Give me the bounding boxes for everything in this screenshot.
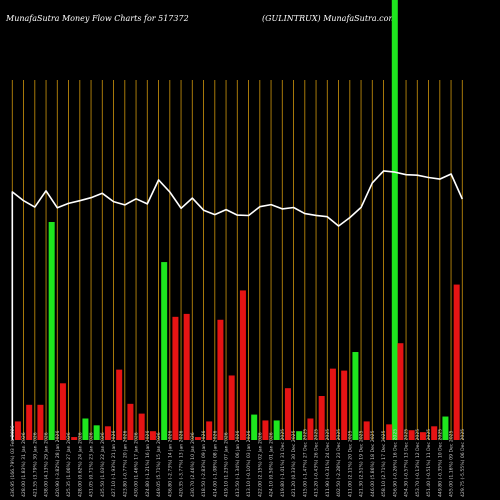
x-tick-label: 436.80 (-2.73%) 14 Jan 2026 <box>167 431 173 497</box>
price-line <box>11 170 464 440</box>
x-tick-label: 415.00 (-1.47%) 27 Dec 2025 <box>302 429 308 497</box>
flow-bar <box>408 430 415 440</box>
flow-bar <box>363 421 370 440</box>
x-tick-label: 449.80 (-0.35%) 10 Dec 2025 <box>437 429 443 497</box>
x-tick-label: 413.50 (-1.34%) 06 Jan 2026 <box>235 431 241 497</box>
flow-bar <box>194 437 201 440</box>
x-tick-label: 421.55 (3.79%) 30 Jan 2026 <box>32 432 38 497</box>
flow-bar <box>37 404 44 440</box>
flow-bar <box>262 420 269 440</box>
flow-bar <box>239 290 246 440</box>
flow-bar <box>386 424 393 440</box>
x-tick-label: 455.00 (1.16%) 09 Dec 2025 <box>449 430 455 497</box>
x-tick-label: 422.00 (2.15%) 02 Jan 2026 <box>257 432 263 497</box>
x-tick-label: 411.00 (2.11%) 20 Dec 2025 <box>347 430 353 497</box>
x-tick-label: 428.00 (1.83%) 31 Jan 2026 <box>21 432 27 497</box>
flow-bar <box>48 222 55 440</box>
flow-bar <box>341 370 348 440</box>
x-tick-label: 421.20 (0.33%) 30 Dec 2025 <box>291 430 297 497</box>
highlight-bar <box>391 0 398 440</box>
x-tick-label: 453.70 (-0.13%) 12 Dec 2025 <box>415 429 421 497</box>
flow-bar <box>273 420 280 440</box>
x-tick-label: 411.90 (-0.31%) 24 Dec 2025 <box>325 429 331 497</box>
flow-bar <box>318 396 325 440</box>
x-tick-label: 429.75 (-5.55%) 06 Dec 2025 <box>460 429 466 497</box>
x-tick-label: 454.30 (-0.57%) 13 Dec 2025 <box>404 429 410 497</box>
x-tick-label: 449.05 (5.71%) 15 Jan 2026 <box>156 432 162 497</box>
x-tick-label: 419.80 (-1.01%) 31 Dec 2025 <box>280 429 286 497</box>
site-name: (GULINTRUX) MunafaSutra.com <box>262 14 397 23</box>
flow-bar <box>431 426 438 440</box>
x-tick-label: 420.35 (-3.77%) 13 Jan 2026 <box>179 431 185 497</box>
x-tick-label: 446.00 (5.86%) 18 Dec 2025 <box>370 430 376 497</box>
x-tick-label: 419.10 (1.23%) 07 Jan 2026 <box>224 432 230 497</box>
flow-bar <box>352 352 359 440</box>
flow-bar <box>82 418 89 440</box>
x-tick-label: 430.00 (1.46%) 17 Jan 2026 <box>134 432 140 497</box>
x-tick-label: 413.10 (-0.10%) 03 Jan 2026 <box>246 431 252 497</box>
x-tick-label: 438.00 (4.13%) 29 Jan 2026 <box>44 432 50 497</box>
x-tick-label: 423.80 (-0.77%) 20 Jan 2026 <box>122 431 128 497</box>
flow-bar <box>104 426 111 440</box>
flow-bar <box>161 262 168 440</box>
flow-bar <box>14 421 21 440</box>
highlight <box>391 0 398 440</box>
x-tick-label: 456.90 (-0.26%) 16 Dec 2025 <box>392 429 398 497</box>
flow-bar <box>251 414 258 440</box>
x-tick-label: 413.20 (-0.43%) 26 Dec 2025 <box>314 429 320 497</box>
price-line-path <box>11 170 464 440</box>
x-tick-label: 451.40 (-0.51%) 11 Dec 2025 <box>426 429 432 497</box>
flow-bar <box>453 284 460 440</box>
flow-bar <box>59 383 66 440</box>
flow-bar <box>397 343 404 440</box>
x-tick-label: 402.50 (-2.28%) 23 Dec 2025 <box>336 429 342 497</box>
flow-bar <box>284 388 291 440</box>
flow-bar <box>442 416 449 440</box>
flow-bar <box>127 403 134 440</box>
flow-bar <box>419 432 426 440</box>
flow-bar <box>26 404 33 440</box>
x-tick-label: 427.10 (-1.93%) 21 Jan 2026 <box>111 431 117 497</box>
flow-bar <box>183 313 190 440</box>
flow-bar <box>149 431 156 440</box>
x-tick-label: 435.50 (1.03%) 22 Jan 2026 <box>100 432 106 497</box>
x-tick-label: 458.10 (2.71%) 17 Dec 2025 <box>381 430 387 497</box>
x-tick-label: 418.50 (-2.83%) 09 Jan 2026 <box>201 431 207 497</box>
flow-bar <box>71 437 78 440</box>
flow-bar <box>138 413 145 440</box>
x-tick-label: 414.00 (-1.08%) 08 Jan 2026 <box>212 431 218 497</box>
flow-bar <box>172 316 179 440</box>
flow-bar <box>228 375 235 440</box>
flow-bar <box>329 368 336 440</box>
flow-bar <box>296 431 303 440</box>
flow-bar <box>307 418 314 440</box>
x-tick-label: 424.10 (0.50%) 01 Jan 2026 <box>269 432 275 497</box>
chart-title: MunafaSutra Money Flow Charts for 517372 <box>6 14 189 23</box>
x-tick-label: 424.80 (-1.21%) 16 Jan 2026 <box>145 431 151 497</box>
grid <box>11 80 463 440</box>
x-tick-label: 436.95 (166.79%) 03 Feb 2026 <box>10 425 16 497</box>
bars <box>14 222 460 440</box>
flow-bar <box>116 369 123 440</box>
x-tick-label: 425.35 (1.06%) 27 Jan 2026 <box>66 432 72 497</box>
flow-bar <box>217 319 224 440</box>
flow-bar <box>93 425 100 440</box>
x-tick-label: 430.70 (2.46%) 10 Jan 2026 <box>190 432 196 497</box>
x-tick-labels: 436.95 (166.79%) 03 Feb 2026 428.00 (1.83… <box>10 425 466 497</box>
x-tick-label: 421.30 (2.51%) 19 Dec 2025 <box>359 430 365 497</box>
x-tick-label: 428.00 (0.62%) 24 Jan 2026 <box>77 432 83 497</box>
x-tick-label: 431.05 (0.71%) 23 Jan 2026 <box>89 432 95 497</box>
flow-bar <box>206 421 213 440</box>
x-tick-label: 420.90 (-3.82%) 28 Jan 2026 <box>55 431 61 497</box>
